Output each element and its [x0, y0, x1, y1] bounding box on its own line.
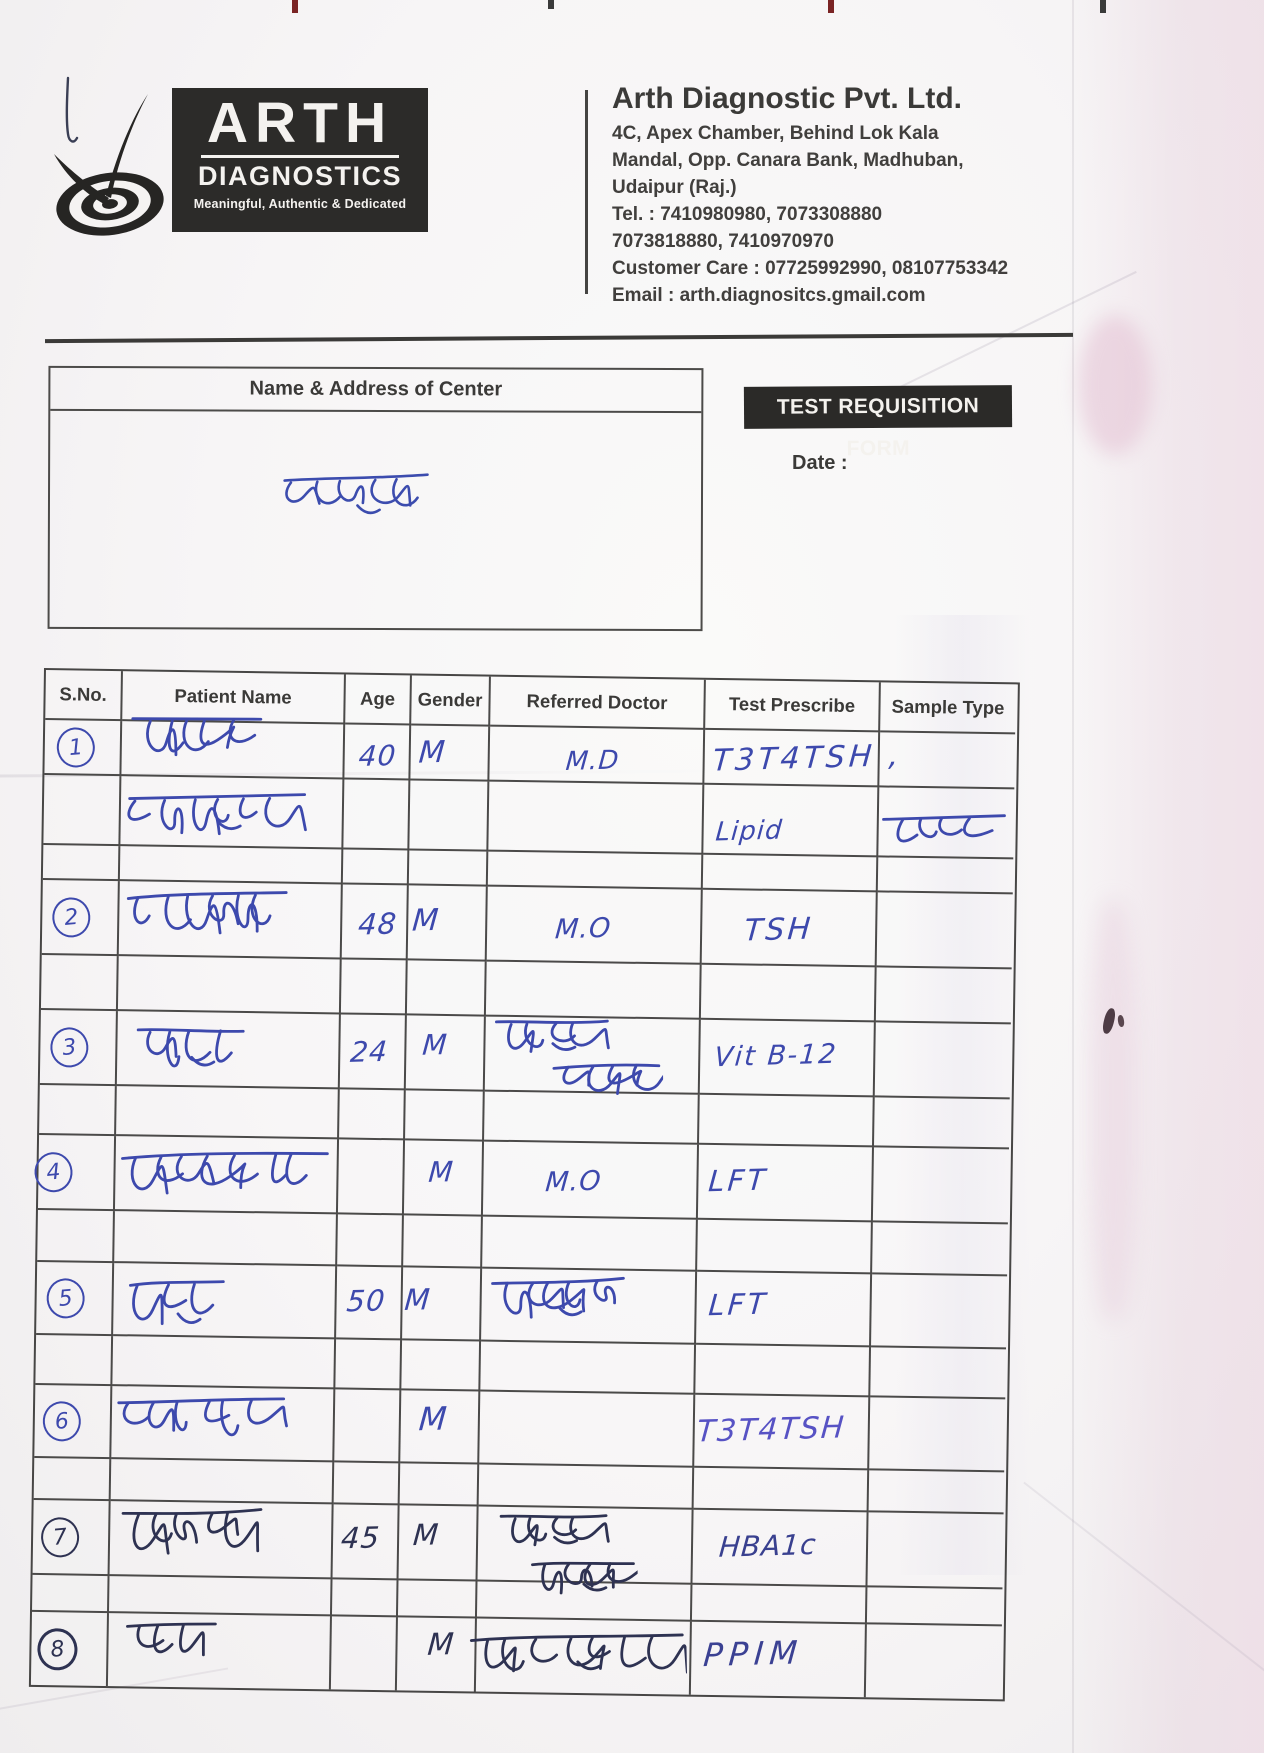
handwritten-test-prescribed: LFT — [707, 1285, 770, 1322]
logo-rule — [201, 155, 399, 158]
handwritten-gender: M — [421, 1027, 449, 1062]
scan-artifact-smudge — [1090, 900, 1136, 1320]
handwritten-serial-number: 6 — [41, 1399, 83, 1443]
handwritten-test-prescribed: HBA1c — [717, 1527, 818, 1564]
table-row: 6 M T3T4TSH — [34, 1384, 1007, 1473]
column-header: S.No. — [45, 670, 123, 722]
handwritten-gender: M — [411, 1516, 441, 1552]
handwritten-referred-doctor — [493, 1006, 612, 1063]
company-address-line: Udaipur (Raj.) — [612, 177, 737, 198]
pen-stroke-mark — [65, 76, 79, 143]
requisition-table: S.No. Patient Name Age Gender Referred Docto… — [28, 668, 1020, 1702]
company-address-line: 4C, Apex Chamber, Behind Lok Kala — [612, 123, 939, 144]
handwritten-test-prescribed: TSH — [742, 910, 815, 948]
table-row: 2 48 M M.O TSH — [41, 880, 1015, 970]
handwritten-gender: M — [427, 1154, 456, 1189]
handwritten-serial-number: 1 — [55, 725, 97, 769]
header-divider — [585, 90, 588, 294]
handwritten-serial-number: 2 — [50, 895, 93, 939]
handwritten-serial-number: 8 — [35, 1626, 80, 1672]
company-header: Arth Diagnostic Pvt. Ltd. 4C, Apex Chamb… — [612, 82, 1092, 309]
handwritten-test-prescribed: Lipid — [714, 815, 784, 848]
scan-artifact-smudge — [1078, 315, 1152, 455]
logo-wordmark: ARTH — [206, 91, 394, 155]
handwritten-referred-doctor — [468, 1618, 689, 1684]
company-email: Email : arth.diagnositcs.gmail.com — [612, 285, 926, 306]
handwritten-serial-number: 5 — [44, 1276, 87, 1320]
handwritten-referred-doctor — [498, 1501, 611, 1556]
handwritten-patient-name — [127, 1261, 228, 1339]
handwritten-serial-number: 4 — [32, 1150, 75, 1194]
logo-tagline: Meaningful, Authentic & Dedicated — [193, 197, 407, 211]
handwritten-gender: M — [417, 1398, 449, 1438]
center-address-box: Name & Address of Center — [47, 365, 704, 632]
table-row: 7 45 M HBA1c — [32, 1499, 1006, 1594]
scan-artifact-pink-edge — [1069, 0, 1264, 1753]
scan-artifact-edge-tick — [292, 0, 298, 13]
column-header: Gender — [411, 675, 491, 727]
arth-logo-target-icon — [54, 94, 164, 236]
scan-artifact-fold-line — [1072, 0, 1074, 1753]
column-header: Referred Doctor — [490, 676, 706, 730]
table-row: 3 24 M Vit B-12 — [39, 1009, 1013, 1100]
table-row: Lipid — [43, 775, 1016, 860]
handwritten-referred-doctor — [489, 1261, 628, 1330]
handwritten-gender: M — [417, 734, 448, 771]
date-label: Date : — [792, 452, 848, 474]
handwritten-test-prescribed: Vit B-12 — [713, 1038, 839, 1073]
scan-artifact-streak — [895, 615, 1030, 1575]
company-phone-line: Tel. : 7410980980, 7073308880 — [612, 204, 883, 225]
column-header: Test Prescribe — [705, 679, 881, 733]
handwritten-test-prescribed: LFT — [707, 1161, 770, 1198]
company-phone-line: 7073818880, 7410970970 — [612, 231, 834, 252]
handwritten-gender: M — [410, 902, 441, 939]
header-rule — [44, 332, 1074, 344]
handwritten-referred-doctor: M.D — [564, 744, 621, 777]
handwritten-referred-doctor — [551, 1049, 674, 1106]
table-row: 4 M M.O LFT — [32, 1134, 1011, 1225]
handwritten-patient-name — [125, 875, 291, 944]
handwritten-patient-name — [130, 700, 266, 767]
handwritten-patient-name — [120, 1493, 266, 1562]
scan-artifact-edge-tick — [1100, 0, 1106, 13]
arth-logo: ARTH DIAGNOSTICS Meaningful, Authentic &… — [172, 88, 428, 232]
handwritten-patient-name — [115, 1380, 288, 1452]
handwritten-test-prescribed: T3T4TSH , — [711, 737, 904, 779]
logo-subname: DIAGNOSTICS — [197, 161, 402, 191]
handwritten-age: 24 — [349, 1034, 390, 1069]
handwritten-referred-doctor: M.O — [544, 1165, 603, 1198]
column-header: Age — [345, 674, 412, 726]
handwritten-patient-name — [124, 1604, 220, 1674]
handwritten-patient-name — [119, 1135, 332, 1203]
table-row: 1 40 M M.D T3T4TSH , — [44, 716, 1017, 790]
handwritten-test-prescribed: T3T4TSH — [695, 1409, 847, 1450]
center-box-title: Name & Address of Center — [50, 367, 702, 414]
handwritten-age: 48 — [356, 905, 399, 942]
handwritten-serial-number: 7 — [39, 1515, 81, 1559]
table-row: 8 M PPIM — [30, 1611, 1004, 1699]
handwritten-patient-name — [126, 780, 309, 844]
table-row: 5 50 M LFT — [36, 1261, 1009, 1350]
handwritten-referred-doctor: M.O — [554, 912, 613, 945]
handwritten-center-name — [282, 461, 432, 529]
handwritten-gender: M — [403, 1281, 433, 1317]
scan-artifact-edge-tick — [548, 0, 554, 9]
handwritten-test-prescribed: PPIM — [702, 1632, 805, 1674]
handwritten-referred-doctor — [529, 1547, 649, 1604]
company-address-line: Mandal, Opp. Canara Bank, Madhuban, — [612, 150, 964, 171]
company-customer-care: Customer Care : 07725992990, 08107753342 — [612, 258, 1009, 279]
handwritten-patient-name — [135, 1010, 248, 1081]
column-header: Sample Type — [880, 682, 1016, 735]
handwritten-gender: M — [426, 1626, 456, 1663]
form-title-bar: TEST REQUISITION FORM — [743, 385, 1013, 460]
handwritten-serial-number: 3 — [48, 1025, 91, 1069]
scan-artifact-edge-tick — [828, 0, 834, 13]
handwritten-sample-type — [880, 801, 1009, 860]
handwritten-age: 45 — [339, 1519, 382, 1555]
company-name: Arth Diagnostic Pvt. Ltd. — [612, 82, 963, 115]
handwritten-age: 40 — [357, 738, 398, 773]
handwritten-age: 50 — [345, 1282, 387, 1318]
